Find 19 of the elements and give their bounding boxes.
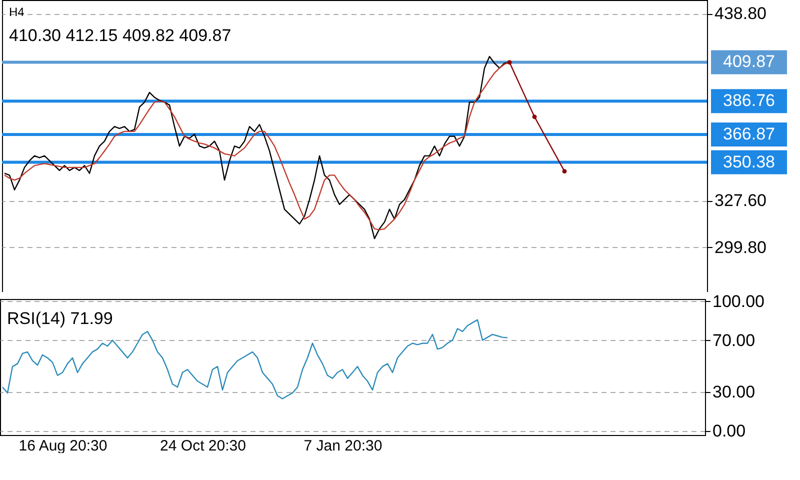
- chart-title: H4: [9, 5, 25, 19]
- point: [562, 169, 567, 174]
- x-tick-label: 7 Jan 20:30: [304, 438, 382, 454]
- ref-line-label: 386.76: [723, 91, 775, 110]
- y-tick-label: 438.80: [714, 4, 766, 24]
- point: [532, 114, 537, 120]
- point: [507, 60, 512, 65]
- y-tick-label: 70.00: [712, 330, 756, 350]
- ref-line-label: 366.87: [723, 124, 775, 144]
- y-tick-label: 100.00: [712, 292, 764, 311]
- text: 410.30 412.15 409.82 409.87: [9, 26, 232, 45]
- x-tick-label: 24 Oct 20:30: [160, 438, 246, 454]
- y-tick-label: 30.00: [712, 382, 756, 402]
- ref-line-label: 350.38: [723, 152, 775, 172]
- text: RSI(14) 71.99: [7, 309, 113, 328]
- y-tick-label: 0.00: [712, 421, 746, 440]
- y-tick-label: 299.80: [714, 238, 766, 257]
- y-tick-label: 327.60: [714, 191, 766, 210]
- ref-line-label: 409.87: [723, 52, 775, 72]
